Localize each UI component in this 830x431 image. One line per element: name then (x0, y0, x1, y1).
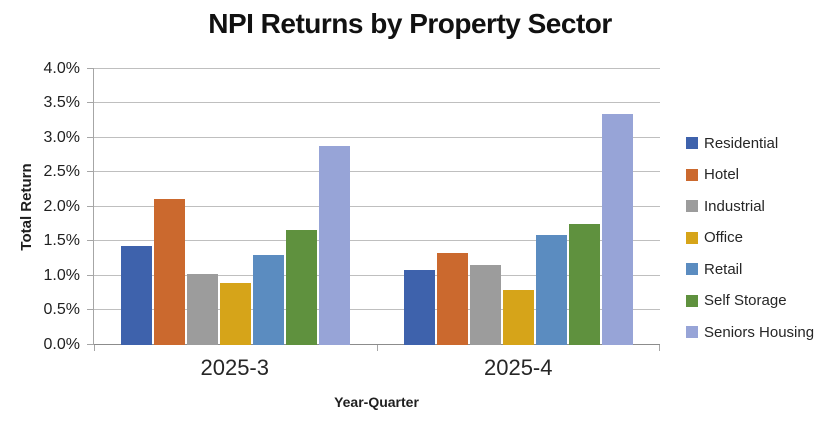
category-group-2025-3 (94, 69, 377, 345)
bar-hotel-2025-3 (154, 198, 185, 345)
legend-label: Seniors Housing (704, 323, 815, 341)
gridline (94, 206, 660, 207)
gridline (94, 240, 660, 241)
legend-swatch-icon (686, 294, 698, 307)
x-axis-title: Year-Quarter (334, 394, 419, 410)
legend-swatch-icon (686, 231, 698, 244)
legend-label: Office (704, 229, 743, 246)
gridline (94, 171, 660, 172)
y-tick-label: 0.0% (43, 336, 80, 353)
bar-hotel-2025-4 (437, 253, 468, 345)
x-axis-tick-mark (94, 345, 95, 351)
legend-item-office: Office (686, 229, 830, 247)
y-axis-tick-mark (87, 137, 94, 138)
y-axis-tick-labels: 0.0% 0.5% 1.0% 1.5% 2.0% 2.5% 3.0% 3.5% 4.0% (0, 60, 84, 353)
x-axis-category-labels: 2025-3 2025-4 (93, 355, 660, 381)
bar-industrial-2025-4 (470, 264, 501, 345)
y-tick-label: 1.5% (43, 232, 80, 249)
legend-item-residential: Residential (686, 134, 830, 152)
y-axis-tick-mark (87, 171, 94, 172)
legend-item-seniors-housing: Seniors Housing (686, 323, 830, 341)
x-category-label: 2025-3 (200, 355, 269, 380)
legend-swatch-icon (686, 263, 698, 275)
legend-label: Hotel (704, 166, 740, 183)
legend: Residential Hotel Industrial Office Retail Se… (686, 134, 830, 341)
legend-item-retail: Retail (686, 260, 830, 278)
bar-residential-2025-3 (121, 245, 152, 345)
chart-title: NPI Returns by Property Sector (208, 8, 612, 39)
legend-swatch-icon (686, 200, 698, 212)
legend-swatch-icon (686, 137, 698, 149)
legend-label: Retail (704, 260, 743, 278)
legend-swatch-icon (686, 326, 698, 338)
x-axis-tick-mark (659, 345, 660, 351)
y-tick-label: 3.5% (43, 94, 80, 111)
x-axis-line (94, 344, 660, 345)
legend-label: Industrial (704, 197, 765, 215)
gridline (94, 275, 660, 276)
bar-seniors-housing-2025-4 (602, 113, 633, 345)
bar-seniors-housing-2025-3 (319, 146, 350, 345)
plot-area (87, 68, 660, 351)
gridline (94, 309, 660, 310)
y-tick-label: 2.5% (43, 163, 80, 180)
y-axis-tick-mark (87, 102, 94, 103)
legend-swatch-icon (686, 168, 698, 181)
bar-office-2025-3 (220, 282, 251, 345)
y-axis-tick-mark (87, 68, 94, 69)
legend-item-industrial: Industrial (686, 197, 830, 215)
y-tick-label: 0.5% (43, 301, 80, 318)
bar-office-2025-4 (503, 289, 534, 345)
x-category-label: 2025-4 (483, 355, 553, 380)
bar-retail-2025-3 (253, 254, 284, 345)
y-tick-label: 2.0% (43, 198, 80, 215)
y-axis-tick-mark (87, 275, 94, 276)
bar-self-storage-2025-4 (569, 223, 600, 345)
bar-industrial-2025-3 (187, 273, 218, 345)
legend-label: Residential (704, 134, 779, 152)
bar-retail-2025-4 (536, 234, 567, 345)
x-axis-tick-mark (377, 345, 378, 351)
bar-self-storage-2025-3 (286, 229, 317, 345)
legend-item-self-storage: Self Storage (686, 292, 830, 310)
gridline (94, 102, 660, 103)
legend-item-hotel: Hotel (686, 166, 830, 184)
y-axis-tick-mark (87, 344, 94, 345)
y-tick-label: 3.0% (43, 129, 80, 146)
gridline (94, 68, 660, 69)
bar-residential-2025-4 (404, 269, 435, 345)
y-axis-tick-mark (87, 309, 94, 310)
gridline (94, 137, 660, 138)
y-tick-label: 4.0% (43, 60, 80, 77)
y-tick-label: 1.0% (43, 267, 80, 284)
y-axis-tick-mark (87, 206, 94, 207)
y-axis-tick-mark (87, 240, 94, 241)
legend-label: Self Storage (704, 292, 787, 309)
category-group-2025-4 (377, 69, 660, 345)
